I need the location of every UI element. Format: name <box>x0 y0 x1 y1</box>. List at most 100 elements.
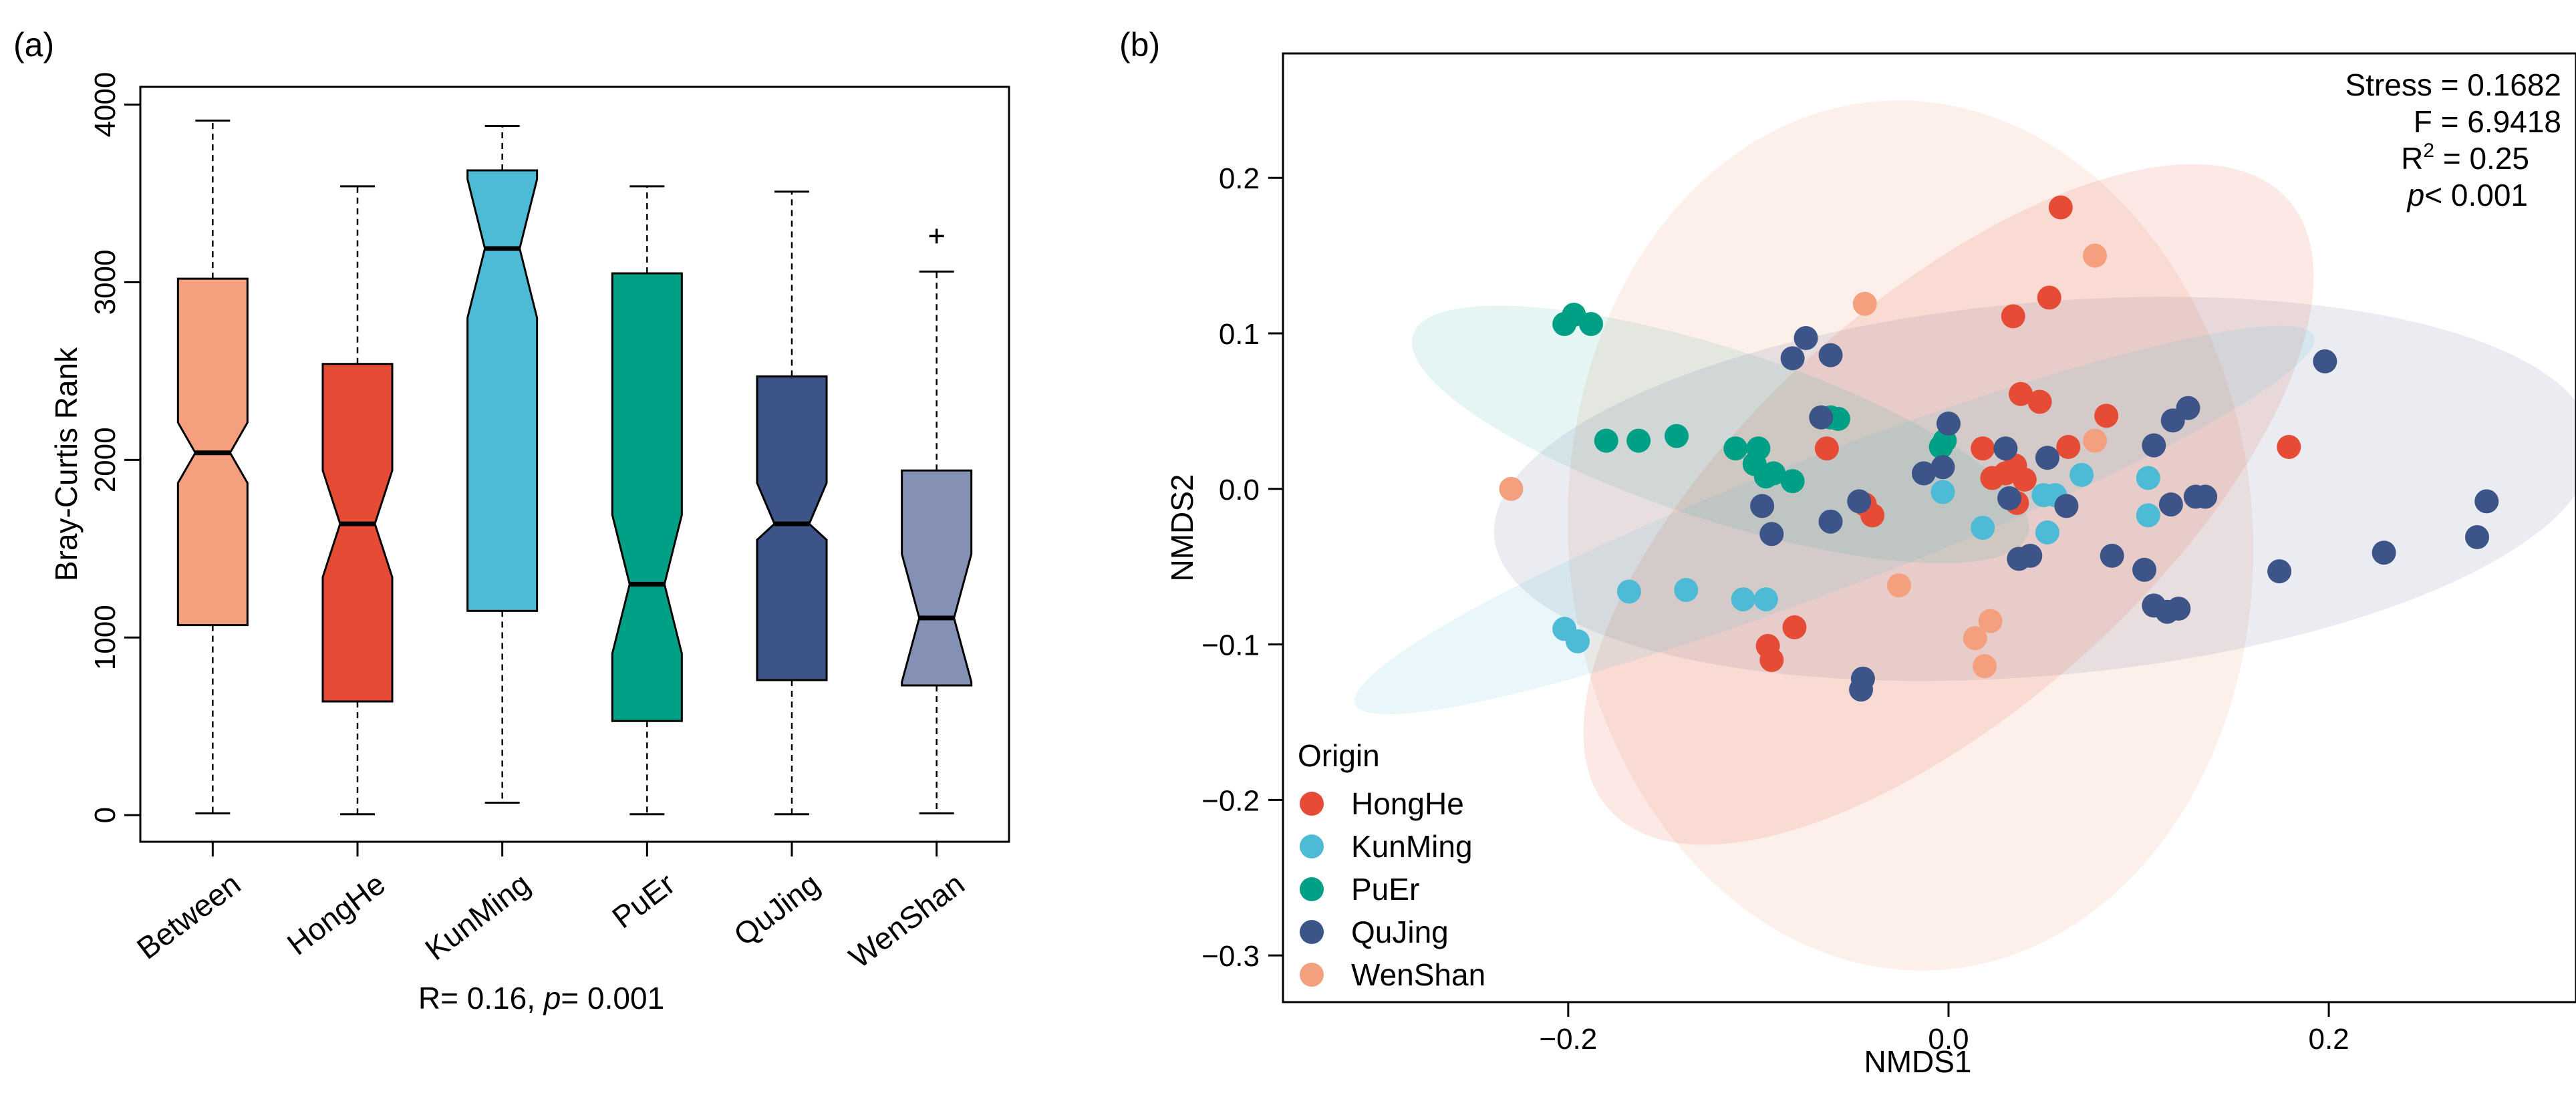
stat-line: R2 = 0.25 <box>2401 140 2529 176</box>
series-wenshan <box>1499 243 2108 679</box>
legend-marker <box>1300 877 1324 901</box>
series-qujing <box>1750 326 2499 702</box>
panel-b-x-axis-label: NMDS1 <box>1864 1044 1971 1079</box>
x-tick-label: 0.0 <box>1928 1023 1969 1056</box>
annotation-p-symbol: p <box>543 981 561 1015</box>
point-wenshan <box>1978 609 2003 633</box>
point-honghe <box>1759 647 1784 672</box>
point-kunming <box>1616 579 1641 604</box>
point-honghe <box>2009 381 2033 406</box>
point-puer <box>1626 428 1651 453</box>
y-tick-label: 1000 <box>89 605 122 670</box>
panel-b-plot-frame <box>1282 52 2576 1003</box>
point-qujing <box>2465 524 2490 549</box>
panel-b-x-ticks: −0.2 0.0 0.2 <box>1539 1002 2349 1056</box>
point-kunming <box>1674 578 1699 603</box>
legend-title: Origin <box>1298 738 1380 773</box>
point-qujing <box>1759 522 1784 546</box>
y-tick-label: 0.1 <box>1219 318 1260 351</box>
point-kunming <box>2035 520 2059 544</box>
legend-marker <box>1300 920 1324 944</box>
point-honghe <box>1971 436 1995 461</box>
point-qujing <box>1809 405 1834 430</box>
y-tick-label: 2000 <box>89 427 122 492</box>
legend-label: WenShan <box>1351 957 1485 992</box>
stat-p-symbol: p <box>2406 178 2425 212</box>
point-qujing <box>2193 484 2218 509</box>
point-qujing <box>2166 597 2191 621</box>
point-qujing <box>1818 343 1843 367</box>
point-honghe <box>1980 466 2005 490</box>
y-tick-label: 0.0 <box>1219 474 1260 506</box>
point-qujing <box>2018 543 2043 568</box>
point-puer <box>1665 424 1689 448</box>
y-tick-label: 0 <box>89 807 122 823</box>
panel-a-y-ticks: 0 1000 2000 3000 4000 <box>89 72 142 823</box>
point-honghe <box>2012 467 2037 492</box>
point-kunming <box>1566 629 1590 653</box>
point-kunming <box>2069 462 2094 487</box>
point-qujing <box>2158 492 2183 517</box>
point-honghe <box>2277 434 2301 459</box>
x-tick-label: −0.2 <box>1539 1023 1597 1056</box>
x-tick-label: HongHe <box>281 866 392 961</box>
point-puer <box>1594 428 1618 453</box>
point-qujing <box>1780 346 1805 371</box>
point-qujing <box>2035 446 2059 470</box>
panel-b-points <box>1499 195 2499 702</box>
point-wenshan <box>1963 626 1987 651</box>
x-tick-label: KunMing <box>418 866 536 967</box>
panel-a-plot-frame <box>139 86 1010 843</box>
box-wenshan <box>901 228 973 814</box>
panel-b-label: (b) <box>1119 26 1160 63</box>
panel-a-boxes <box>176 120 973 816</box>
point-qujing <box>2313 349 2337 373</box>
point-puer <box>1780 469 1805 494</box>
panel-a-x-tick-labels: Between HongHe KunMing PuEr QuJing WenShan <box>130 842 971 975</box>
point-kunming <box>1971 516 1995 540</box>
y-tick-label: −0.2 <box>1201 784 1260 817</box>
legend-label: KunMing <box>1351 829 1473 864</box>
panel-b-ellipses <box>1354 100 2576 971</box>
point-qujing <box>1997 486 2022 510</box>
ellipse-wenshan <box>1568 100 2254 971</box>
point-puer <box>1761 461 1786 486</box>
x-tick-label: PuEr <box>605 866 681 935</box>
box-puer <box>611 185 683 816</box>
stat-superscript: 2 <box>2423 140 2434 162</box>
point-puer <box>1723 436 1748 461</box>
notched-box <box>321 363 394 703</box>
panel-b-nmds-scatter: (b) −0.2 0.0 0.2 −0.3 −0.2 −0.1 0.0 0.1 0.2 NMD… <box>1119 26 2576 1079</box>
panel-a-y-axis-label: Bray-Curtis Rank <box>49 347 84 581</box>
stat-line: F = 6.9418 <box>2414 104 2561 139</box>
point-honghe <box>2027 389 2052 414</box>
point-wenshan <box>1852 291 1877 316</box>
panel-b-y-ticks: −0.3 −0.2 −0.1 0.0 0.1 0.2 <box>1201 162 1283 973</box>
point-wenshan <box>1886 573 1911 598</box>
point-honghe <box>2037 285 2061 310</box>
box-between <box>176 120 249 814</box>
point-qujing <box>1911 461 1936 486</box>
legend-label: HongHe <box>1351 786 1464 821</box>
x-tick-label: Between <box>130 866 247 965</box>
point-qujing <box>2474 489 2499 514</box>
point-kunming <box>1930 480 1955 504</box>
point-qujing <box>1993 436 2018 461</box>
y-tick-label: 3000 <box>89 250 122 315</box>
point-qujing <box>2132 557 2157 582</box>
point-qujing <box>2372 540 2396 565</box>
stat-line: Stress = 0.1682 <box>2345 67 2561 102</box>
panel-a-test-annotation: R= 0.16, p= 0.001 <box>418 981 664 1015</box>
point-qujing <box>2054 494 2079 518</box>
stat-line: p< 0.001 <box>2406 178 2528 212</box>
y-tick-label: 4000 <box>89 72 122 138</box>
legend-marker <box>1300 834 1324 858</box>
annotation-prefix: R= 0.16, <box>418 981 544 1015</box>
point-kunming <box>2136 466 2160 490</box>
notched-box <box>756 375 828 681</box>
panel-a-boxplot: (a) 0 1000 2000 3000 4000 Between HongHe KunMi… <box>13 26 1010 1015</box>
point-qujing <box>1750 494 1775 518</box>
annotation-suffix: = 0.001 <box>561 981 664 1015</box>
point-qujing <box>1847 489 1872 514</box>
point-kunming <box>1753 587 1778 612</box>
